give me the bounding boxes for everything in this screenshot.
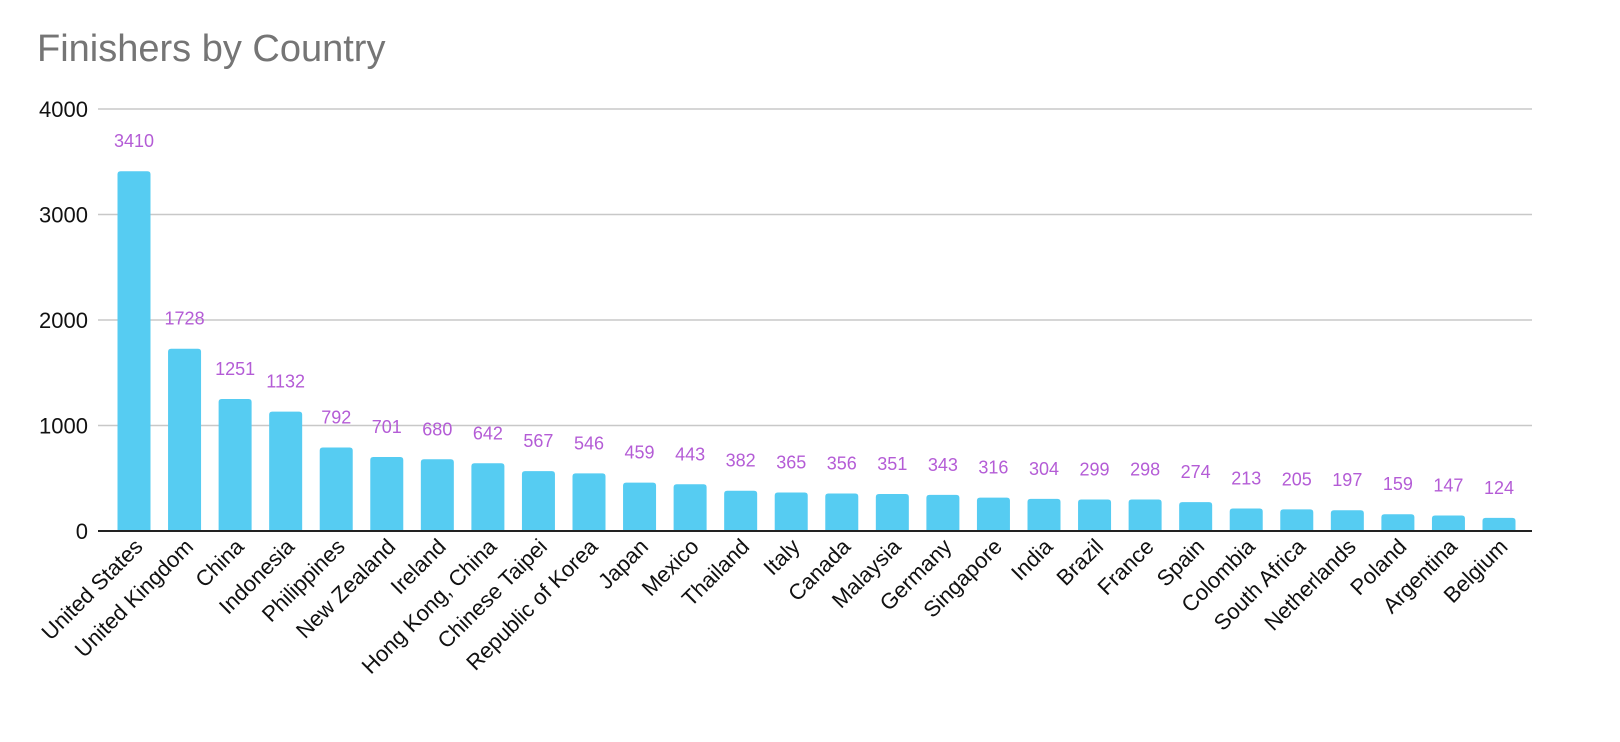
- bar: [471, 463, 505, 531]
- bar: [825, 493, 859, 531]
- bar: [1179, 502, 1213, 531]
- bar: [572, 473, 606, 531]
- bar: [774, 492, 808, 531]
- y-tick-label: 3000: [39, 203, 88, 228]
- bar: [1078, 499, 1112, 531]
- bar: [673, 484, 707, 531]
- data-label: 316: [978, 458, 1008, 478]
- bar: [1280, 509, 1314, 531]
- bar: [926, 494, 960, 531]
- bar: [1381, 514, 1415, 531]
- bar: [1482, 517, 1516, 531]
- data-label: 213: [1231, 469, 1261, 489]
- data-label: 459: [625, 443, 655, 463]
- bar: [1027, 498, 1061, 531]
- bar: [218, 399, 252, 531]
- bar: [1330, 510, 1364, 531]
- bar: [976, 497, 1010, 531]
- bar: [168, 348, 202, 531]
- data-label: 642: [473, 423, 503, 443]
- data-label: 1728: [165, 309, 205, 329]
- x-category-label: India: [1006, 533, 1058, 585]
- bar: [875, 493, 909, 531]
- bar: [724, 490, 758, 531]
- y-tick-label: 0: [76, 519, 88, 544]
- grid-lines: [98, 108, 1532, 427]
- bar: [1431, 515, 1465, 531]
- data-label: 546: [574, 433, 604, 453]
- data-label: 792: [321, 407, 351, 427]
- data-label: 701: [372, 417, 402, 437]
- bar: [623, 482, 657, 531]
- bar: [521, 471, 555, 531]
- bar: [269, 411, 303, 531]
- y-axis-ticks: 0 1000 2000 3000 4000: [39, 97, 88, 544]
- y-tick-label: 2000: [39, 308, 88, 333]
- data-label: 159: [1383, 474, 1413, 494]
- data-label: 147: [1433, 475, 1463, 495]
- data-label: 356: [827, 453, 857, 473]
- data-label: 3410: [114, 131, 154, 151]
- bars: [117, 171, 1516, 531]
- data-label: 1132: [266, 372, 305, 392]
- data-label: 365: [776, 452, 806, 472]
- data-label: 680: [422, 419, 452, 439]
- data-label: 1251: [215, 359, 255, 379]
- y-tick-label: 4000: [39, 97, 88, 122]
- data-label: 567: [523, 431, 553, 451]
- data-label: 298: [1130, 460, 1160, 480]
- bar: [117, 171, 151, 531]
- x-category-label: France: [1093, 534, 1159, 600]
- bar: [319, 447, 353, 531]
- chart-title: Finishers by Country: [37, 28, 386, 70]
- data-label: 304: [1029, 459, 1059, 479]
- data-label: 351: [877, 454, 907, 474]
- bar: [1229, 508, 1263, 531]
- data-label: 197: [1332, 470, 1362, 490]
- data-labels: 3410 1728 1251 1132 792 701 680 642 567 546 459 443…: [114, 131, 1514, 498]
- data-label: 124: [1484, 478, 1514, 498]
- bar: [420, 459, 454, 531]
- data-label: 274: [1181, 462, 1211, 482]
- data-label: 205: [1282, 469, 1312, 489]
- data-label: 299: [1080, 459, 1110, 479]
- bar: [370, 457, 404, 531]
- data-label: 382: [726, 451, 756, 471]
- data-label: 343: [928, 455, 958, 475]
- data-label: 443: [675, 444, 705, 464]
- bar: [1128, 499, 1162, 531]
- y-tick-label: 1000: [39, 414, 88, 439]
